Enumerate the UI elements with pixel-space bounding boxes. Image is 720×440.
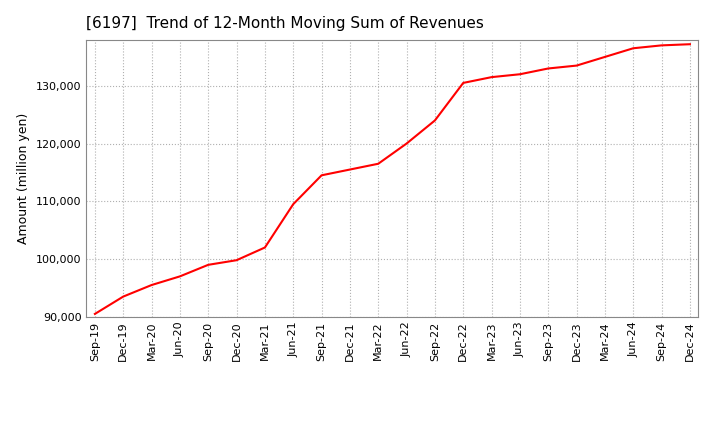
Y-axis label: Amount (million yen): Amount (million yen) [17,113,30,244]
Text: [6197]  Trend of 12-Month Moving Sum of Revenues: [6197] Trend of 12-Month Moving Sum of R… [86,16,485,32]
